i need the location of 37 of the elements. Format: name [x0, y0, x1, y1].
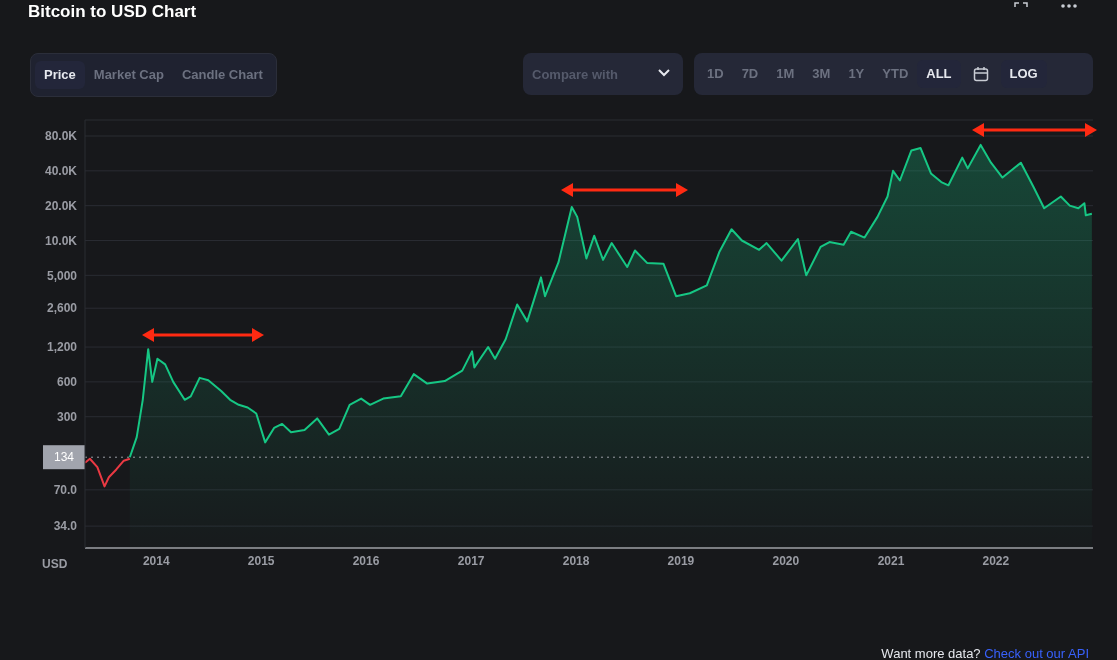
x-tick-label: 2017 — [457, 553, 485, 568]
y-axis-title: USD — [42, 557, 68, 571]
y-tick-label: 70.0 — [53, 483, 78, 498]
text: Price — [35, 61, 85, 89]
y-tick-label: 1,200 — [46, 340, 78, 355]
text: Want more data? — [881, 646, 981, 660]
ref-line-label: 134 — [53, 450, 75, 465]
y-tick-label: 600 — [56, 375, 78, 390]
line-series — [85, 457, 131, 488]
text: LOG — [1000, 60, 1047, 88]
text: 7D — [740, 65, 760, 83]
text: 1D — [706, 65, 725, 83]
chart-title: Bitcoin to USD Chart — [28, 2, 197, 22]
y-tick-label: 10.0K — [44, 233, 78, 248]
y-tick-label: 20.0K — [44, 198, 78, 213]
text: Check out our API — [984, 646, 1089, 660]
x-tick-label: 2019 — [667, 553, 695, 568]
y-tick-label: 5,000 — [46, 268, 78, 283]
y-tick-label: 300 — [56, 409, 78, 424]
x-tick-label: 2021 — [877, 553, 905, 568]
y-tick-label: 80.0K — [44, 129, 78, 144]
text: YTD — [881, 65, 910, 83]
text: ALL — [917, 60, 961, 88]
x-tick-label: 2016 — [352, 553, 380, 568]
x-tick-label: 2018 — [562, 553, 590, 568]
y-tick-label: 2,600 — [46, 301, 78, 316]
y-tick-label: 34.0 — [53, 519, 78, 534]
text: 1Y — [847, 65, 866, 83]
text: 3M — [811, 65, 832, 83]
x-tick-label: 2014 — [142, 553, 170, 568]
y-tick-label: 40.0K — [44, 164, 78, 179]
text: Market Cap — [92, 66, 165, 84]
text: Candle Chart — [180, 66, 264, 84]
text: 1M — [775, 65, 796, 83]
x-tick-label: 2015 — [247, 553, 275, 568]
x-tick-label: 2022 — [982, 553, 1010, 568]
x-tick-label: 2020 — [772, 553, 800, 568]
